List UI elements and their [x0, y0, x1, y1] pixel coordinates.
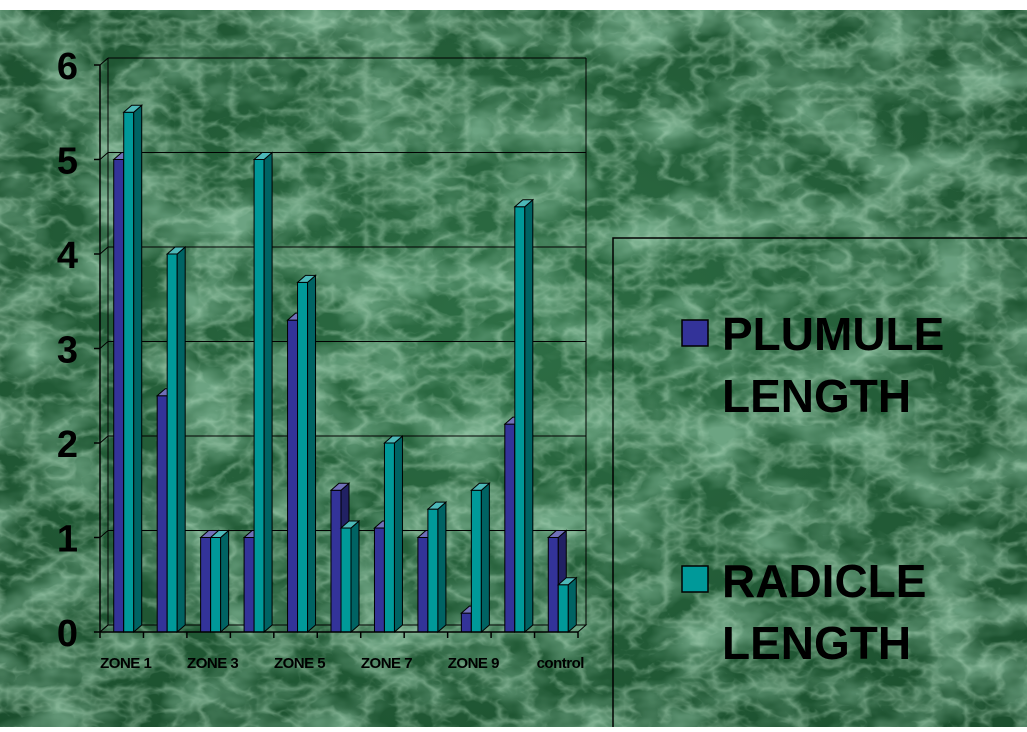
bar-top: [209, 530, 230, 538]
bar-radicle-6: [339, 519, 361, 634]
bar-front: [460, 612, 472, 633]
y-tick-label-1: 1: [57, 519, 78, 561]
bar-top: [383, 435, 404, 444]
x-tick-label-9: ZONE 9: [448, 655, 499, 672]
bar-front: [156, 395, 168, 633]
legend-swatch-plumule: [681, 319, 709, 347]
legend-frame: [612, 237, 1027, 732]
legend-label-plumule-line1: PLUMULE: [722, 308, 944, 360]
bar-front: [287, 319, 299, 633]
bar-top: [426, 501, 448, 510]
bar-top: [546, 530, 568, 538]
bar-side: [567, 576, 577, 634]
bar-radicle-9: [470, 482, 491, 634]
bar-front: [253, 159, 265, 633]
bar-front: [340, 527, 352, 633]
x-tick-label-1: ZONE 1: [100, 655, 151, 672]
bar-side: [350, 519, 360, 634]
x-tick-label-7: ZONE 7: [361, 655, 412, 672]
legend-swatch-radicle: [681, 565, 709, 593]
bar-radicle-11: [556, 576, 578, 634]
x-tick-label-3: ZONE 3: [187, 655, 238, 672]
x-tick-label-11: control: [537, 655, 585, 672]
bar-side: [393, 434, 403, 634]
y-tick-label-3: 3: [57, 330, 78, 372]
plot-area: 0 1 2 3 4 5 6 ZONE 1 ZONE 3 ZONE 5 ZONE 7 ZONE 9 con…: [57, 46, 588, 672]
wall-tick-diagonal-1: [99, 530, 109, 538]
bar-top: [329, 482, 351, 491]
bar-radicle-7: [383, 434, 404, 634]
bar-front: [200, 537, 212, 633]
y-tick-label-5: 5: [57, 141, 78, 183]
bar-side: [480, 482, 490, 634]
bar-side: [263, 151, 273, 634]
bar-front: [123, 111, 135, 633]
bar-front: [297, 281, 309, 633]
bar-radicle-2: [165, 245, 187, 634]
background-top-strip: [0, 0, 1027, 10]
wall-tick-diagonal-3: [99, 341, 109, 349]
bar-front: [417, 537, 429, 633]
y-tick-label-0: 0: [57, 613, 78, 655]
legend-entry-radicle: RADICLE LENGTH: [681, 555, 926, 669]
y-tick-label-2: 2: [57, 424, 78, 466]
legend-label-radicle-line1: RADICLE: [722, 555, 926, 607]
bar-top: [252, 152, 274, 160]
wall-tick-diagonal-6: [99, 57, 109, 66]
bar-side: [220, 529, 230, 634]
bar-front: [166, 253, 178, 633]
y-tick-label-4: 4: [57, 235, 78, 277]
bar-front: [330, 489, 342, 633]
wall-tick-diagonal-2: [99, 435, 109, 444]
bar-front: [210, 537, 222, 633]
bar-front: [383, 442, 395, 633]
bar-radicle-10: [513, 198, 535, 634]
bar-front: [547, 537, 559, 633]
bar-front: [504, 423, 516, 633]
bar-side: [133, 104, 143, 634]
y-tick-label-6: 6: [57, 46, 78, 88]
bar-top: [470, 482, 491, 491]
bar-front: [557, 584, 569, 633]
bar-front: [243, 537, 255, 633]
x-tick-label-5: ZONE 5: [274, 655, 325, 672]
bar-top: [556, 577, 578, 586]
bar-radicle-5: [296, 274, 317, 634]
bar-side: [437, 501, 447, 634]
wall-tick-diagonal-5: [99, 152, 109, 160]
bar-radicle-8: [426, 501, 448, 634]
bar-top: [165, 246, 187, 255]
bar-front: [373, 527, 385, 633]
bar-top: [122, 104, 144, 113]
bar-radicle-4: [252, 151, 274, 634]
bar-side: [176, 245, 186, 634]
bar-radicle-1: [122, 104, 144, 634]
bar-side: [307, 274, 317, 634]
bar-front: [427, 508, 439, 633]
bar-front: [113, 159, 125, 633]
legend: PLUMULE LENGTH RADICLE LENGTH: [612, 237, 1027, 732]
legend-label-radicle-line2: LENGTH: [722, 617, 911, 669]
bar-top: [513, 199, 535, 208]
bar-top: [339, 520, 361, 529]
bar-front: [470, 489, 482, 633]
bar-front: [514, 206, 526, 633]
wall-tick-diagonal-4: [99, 246, 109, 255]
legend-entry-plumule: PLUMULE LENGTH: [681, 308, 944, 422]
bar-radicle-3: [209, 529, 230, 634]
bar-top: [296, 274, 317, 283]
legend-label-plumule-line2: LENGTH: [722, 370, 911, 422]
bar-side: [524, 198, 534, 634]
